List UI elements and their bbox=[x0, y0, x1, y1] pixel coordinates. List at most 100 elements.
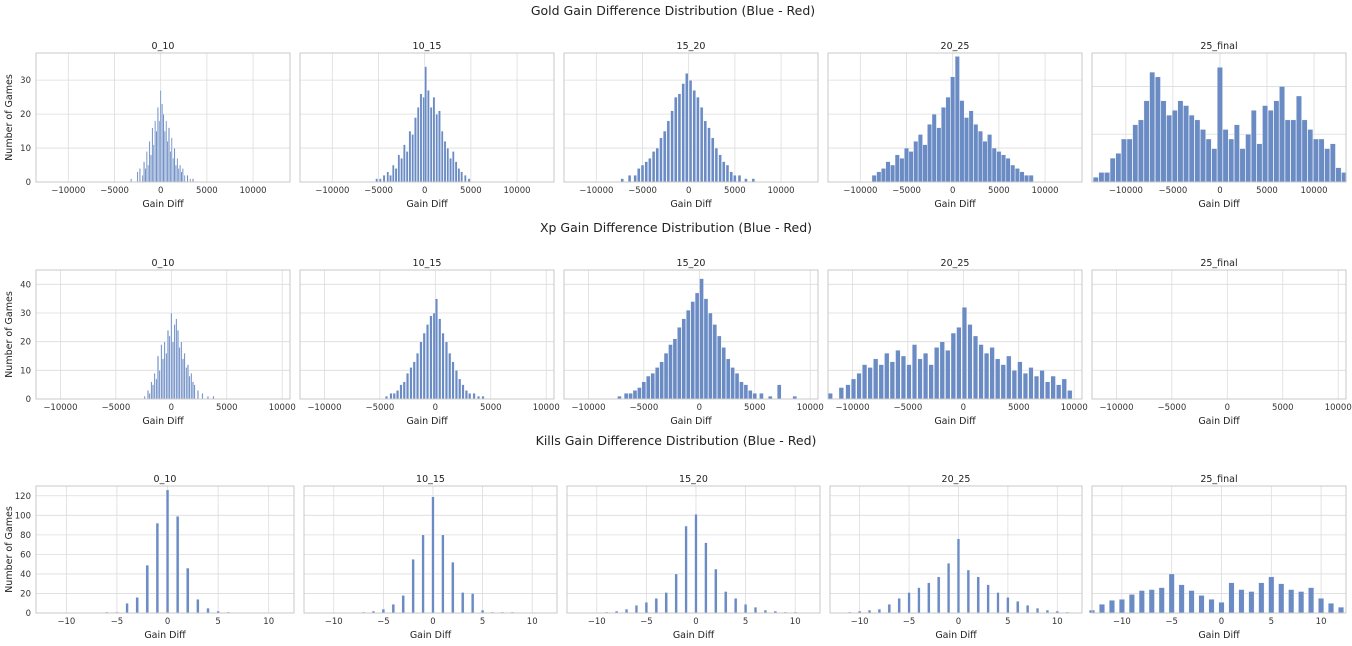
panel-frame bbox=[35, 269, 291, 400]
histogram-bar bbox=[468, 393, 472, 400]
histogram-bar bbox=[152, 384, 154, 400]
histogram-bar bbox=[173, 324, 176, 400]
histogram-bar bbox=[912, 344, 918, 400]
histogram-bar bbox=[422, 332, 426, 400]
histogram-bar bbox=[1183, 105, 1189, 183]
histogram-bar bbox=[751, 178, 755, 183]
histogram-bar bbox=[752, 393, 757, 400]
histogram-bar bbox=[637, 168, 641, 183]
x-tick-label: −10000 bbox=[51, 186, 85, 196]
histogram-bar bbox=[674, 96, 678, 183]
histogram-bar bbox=[411, 559, 415, 614]
x-tick-label: 10000 bbox=[1061, 403, 1088, 413]
histogram-bar bbox=[704, 542, 708, 614]
x-tick-label: 5000 bbox=[460, 186, 482, 196]
x-tick-label: 5000 bbox=[216, 403, 238, 413]
histogram-bar bbox=[964, 117, 969, 183]
x-tick-label: 5000 bbox=[1272, 403, 1294, 413]
histogram-bar bbox=[1138, 119, 1144, 183]
histogram-bar bbox=[856, 373, 862, 400]
histogram-bar bbox=[193, 384, 196, 400]
histogram-bar bbox=[931, 113, 937, 183]
histogram-bar bbox=[190, 373, 193, 400]
histogram-bar bbox=[1211, 148, 1218, 183]
x-tick-label: −10000 bbox=[1109, 186, 1143, 196]
histogram-bar bbox=[640, 164, 645, 183]
x-tick-label: −10000 bbox=[315, 186, 349, 196]
histogram-bar bbox=[146, 151, 148, 183]
histogram-bar bbox=[895, 350, 901, 400]
panel-title-gold-0-10: 0_10 bbox=[152, 41, 175, 52]
histogram-bar bbox=[154, 120, 156, 183]
x-tick-label: 0 bbox=[165, 617, 170, 627]
x-tick-label: −5000 bbox=[893, 403, 922, 413]
histogram-bar bbox=[147, 164, 150, 183]
histogram-bar bbox=[694, 514, 698, 614]
histogram-bar bbox=[206, 607, 210, 614]
histogram-bar bbox=[402, 381, 406, 400]
histogram-bar bbox=[624, 608, 629, 614]
histogram-bar bbox=[968, 110, 974, 183]
histogram-bar bbox=[633, 175, 637, 183]
histogram-bar bbox=[451, 562, 455, 614]
histogram-bar bbox=[151, 127, 154, 183]
histogram-bar bbox=[451, 361, 455, 400]
histogram-bar bbox=[189, 178, 192, 183]
histogram-bar bbox=[183, 175, 186, 183]
histogram-bar bbox=[1307, 129, 1314, 183]
histogram-bar bbox=[907, 592, 911, 614]
panel-frame bbox=[1091, 269, 1347, 400]
x-tick-label: −10000 bbox=[835, 403, 869, 413]
histogram-bar bbox=[444, 341, 448, 400]
histogram-bar bbox=[461, 592, 465, 614]
histogram-bar bbox=[438, 318, 442, 400]
histogram-bar bbox=[379, 178, 382, 183]
histogram-bar bbox=[692, 90, 696, 183]
histogram-bar bbox=[734, 373, 740, 400]
histogram-bar bbox=[1168, 573, 1175, 614]
histogram-bar bbox=[887, 604, 891, 614]
kills-row-title: Kills Gain Difference Distribution (Blue… bbox=[536, 433, 817, 448]
histogram-bar bbox=[406, 373, 410, 400]
histogram-bar bbox=[659, 361, 664, 400]
histogram-bar bbox=[155, 378, 158, 400]
x-axis-label: Gain Diff bbox=[144, 630, 186, 641]
x-tick-label: −5 bbox=[1165, 617, 1178, 627]
panel-frame bbox=[1091, 52, 1347, 183]
histogram-bar bbox=[143, 161, 145, 183]
histogram-bar bbox=[1324, 148, 1330, 183]
x-axis-label: Gain Diff bbox=[670, 416, 712, 427]
histogram-bar bbox=[426, 324, 430, 400]
histogram-bar bbox=[889, 361, 895, 400]
y-tick-label: 10 bbox=[20, 144, 31, 154]
histogram-bar bbox=[739, 381, 744, 400]
histogram-bar bbox=[885, 161, 891, 183]
histogram-bar bbox=[1006, 597, 1010, 614]
histogram-bar bbox=[139, 168, 141, 183]
x-tick-label: −5000 bbox=[892, 186, 921, 196]
histogram-bar bbox=[441, 332, 445, 400]
histogram-bar bbox=[917, 587, 921, 614]
histogram-bar bbox=[165, 120, 168, 183]
histogram-bar bbox=[922, 144, 928, 183]
histogram-bar bbox=[730, 367, 735, 400]
histogram-bar bbox=[759, 393, 764, 400]
histogram-bar bbox=[721, 347, 726, 400]
histogram-bar bbox=[668, 344, 673, 400]
x-tick-label: 0 bbox=[1225, 403, 1230, 413]
y-axis-label: Number of Games bbox=[4, 291, 15, 378]
x-tick-label: 0 bbox=[950, 186, 955, 196]
histogram-bar bbox=[666, 120, 671, 183]
histogram-bar bbox=[1050, 375, 1056, 400]
histogram-bar bbox=[1143, 100, 1150, 183]
x-tick-label: 0 bbox=[422, 186, 427, 196]
histogram-bar bbox=[176, 516, 180, 614]
y-axis-label: Number of Games bbox=[4, 74, 15, 161]
x-axis-label: Gain Diff bbox=[142, 416, 184, 427]
histogram-bar bbox=[1318, 138, 1325, 183]
panel-frame bbox=[827, 269, 1083, 400]
histogram-bar bbox=[196, 599, 200, 614]
histogram-bar bbox=[438, 110, 441, 183]
histogram-bar bbox=[927, 124, 932, 183]
histogram-bar bbox=[1256, 143, 1263, 183]
